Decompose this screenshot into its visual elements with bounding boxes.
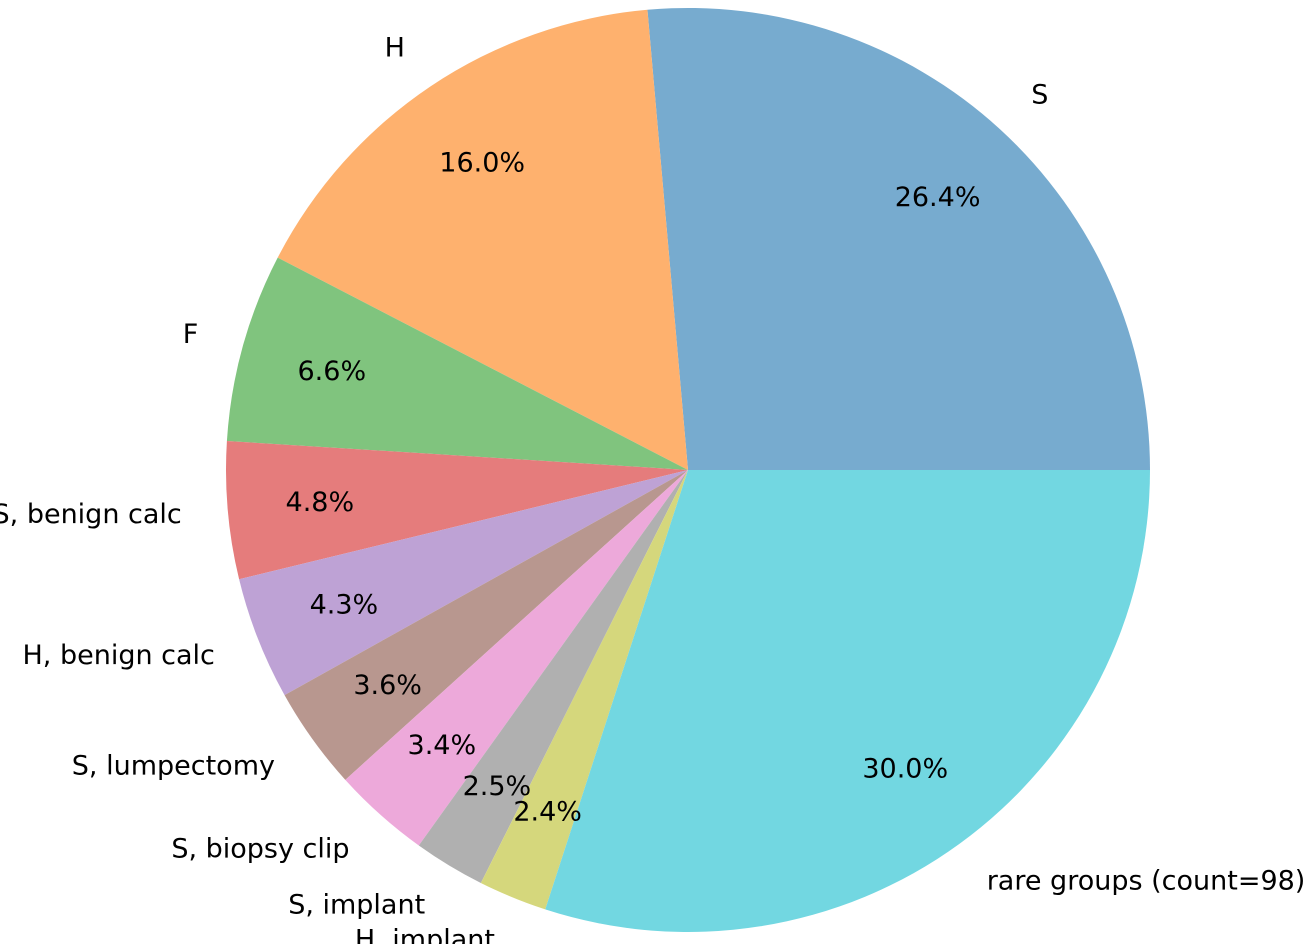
slice-category-label: S, implant xyxy=(288,889,425,920)
slice-percent-label: 16.0% xyxy=(439,148,525,179)
pie-slice-s-benign-calc xyxy=(226,440,688,580)
pie-slice-h xyxy=(277,9,688,470)
slice-percent-label: 2.5% xyxy=(463,771,532,802)
pie-slice-h-benign-calc xyxy=(239,470,688,696)
slice-percent-label: 6.6% xyxy=(298,356,367,387)
slice-category-label: H, implant xyxy=(355,925,495,944)
pie-slices xyxy=(226,7,1150,933)
slice-category-label: S, benign calc xyxy=(0,499,182,530)
slice-category-label: S, lumpectomy xyxy=(72,751,275,782)
slice-percent-label: 30.0% xyxy=(862,754,948,785)
slice-percent-label: 4.8% xyxy=(286,487,355,518)
slice-category-label: H xyxy=(385,32,405,63)
slice-category-label: F xyxy=(183,319,199,350)
pie-slice-rare-groups-count-98 xyxy=(545,470,1150,933)
slice-category-label: rare groups (count=98) xyxy=(987,866,1306,897)
pie-slice-s xyxy=(647,7,1150,471)
slice-percent-label: 26.4% xyxy=(895,182,981,213)
slice-percent-label: 3.6% xyxy=(353,670,422,701)
pie-slice-h-implant xyxy=(480,470,688,910)
slice-category-label: S xyxy=(1031,80,1048,111)
pie-slice-f xyxy=(226,257,688,470)
slice-percent-label: 4.3% xyxy=(310,589,379,620)
pie-slice-s-biopsy-clip xyxy=(345,470,688,846)
slice-category-label: S, biopsy clip xyxy=(171,834,349,865)
slice-percent-label: 2.4% xyxy=(513,796,582,827)
slice-percent-label: 3.4% xyxy=(408,730,477,761)
pie-slice-s-implant xyxy=(418,470,688,883)
pie-slice-s-lumpectomy xyxy=(284,470,688,780)
pie-labels: 26.4% S 16.0% H 6.6% F 4.8% S, benign calc 4.3% H… xyxy=(0,32,1305,944)
slice-category-label: H, benign calc xyxy=(22,640,214,671)
